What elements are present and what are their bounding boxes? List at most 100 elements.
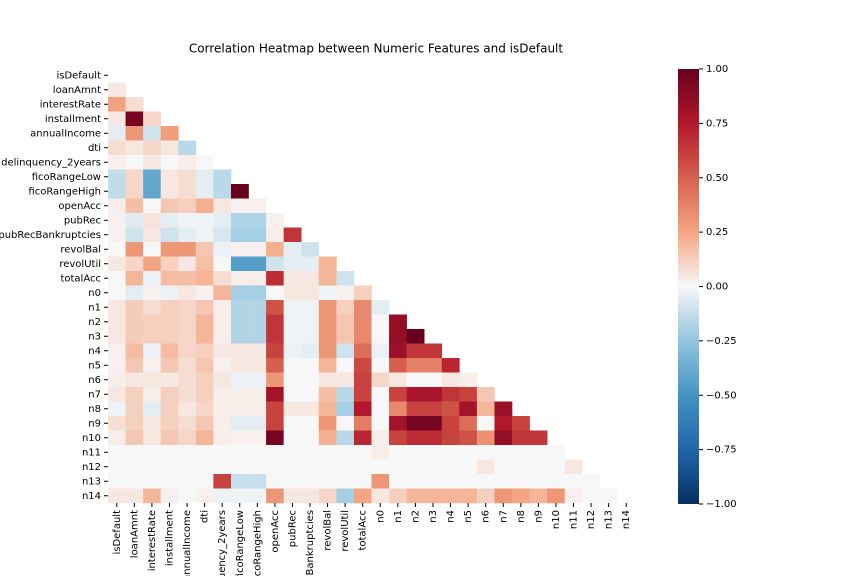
heatmap-cell xyxy=(213,256,232,272)
heatmap-cell xyxy=(143,445,161,460)
heatmap-cell xyxy=(353,430,372,446)
heatmap-cell xyxy=(459,459,478,475)
heatmap-cell xyxy=(230,198,249,214)
x-tick-label: totalAcc xyxy=(358,510,369,551)
heatmap-cell xyxy=(160,343,179,359)
heatmap-cell xyxy=(424,358,443,373)
heatmap-cell xyxy=(143,314,161,330)
x-tick-label: n14 xyxy=(621,510,632,529)
heatmap-cell xyxy=(213,198,232,214)
heatmap-cell xyxy=(529,459,548,475)
heatmap-cell xyxy=(248,343,267,359)
heatmap-cell xyxy=(160,459,179,475)
heatmap-cell xyxy=(424,416,443,431)
heatmap-cell xyxy=(230,372,249,388)
y-tick-label: n4 xyxy=(88,346,101,357)
heatmap-cell xyxy=(371,300,390,315)
heatmap-cell xyxy=(213,474,232,489)
heatmap-cell xyxy=(336,358,355,373)
heatmap-cell xyxy=(318,256,337,272)
heatmap-cell xyxy=(441,387,460,402)
heatmap-cell xyxy=(353,445,372,460)
heatmap-cell xyxy=(512,416,530,431)
heatmap-cell xyxy=(512,445,530,460)
heatmap-cell xyxy=(318,343,337,359)
heatmap-cell xyxy=(547,445,566,460)
heatmap-cell xyxy=(125,300,144,315)
heatmap-cell xyxy=(160,126,179,141)
heatmap-cell xyxy=(389,314,407,330)
x-tick-label: delinquency_2years xyxy=(217,510,228,576)
heatmap-cell xyxy=(389,329,407,344)
y-tick-label: n3 xyxy=(88,331,101,342)
heatmap-cell xyxy=(494,459,513,475)
heatmap-cell xyxy=(283,358,302,373)
heatmap-cell xyxy=(125,169,144,185)
heatmap-cell xyxy=(318,387,337,402)
heatmap-cell xyxy=(230,358,249,373)
heatmap-cell xyxy=(108,198,126,214)
heatmap-cell xyxy=(213,401,232,417)
heatmap-cell xyxy=(125,343,144,359)
heatmap-cell xyxy=(336,474,355,489)
y-tick-label: n1 xyxy=(88,302,101,313)
heatmap-cell xyxy=(301,343,320,359)
heatmap-cell xyxy=(108,329,126,344)
heatmap-cell xyxy=(108,416,126,431)
heatmap-cell xyxy=(512,488,530,504)
heatmap-cell xyxy=(353,387,372,402)
colorbar-tick-label: −0.75 xyxy=(706,445,737,456)
heatmap-cell xyxy=(353,372,372,388)
heatmap-cell xyxy=(230,387,249,402)
heatmap-cell xyxy=(230,314,249,330)
heatmap-cell xyxy=(178,155,197,170)
x-tick-label: n10 xyxy=(551,510,562,529)
heatmap-cell xyxy=(389,372,407,388)
heatmap-cell xyxy=(143,300,161,315)
heatmap-cell xyxy=(178,213,197,228)
heatmap-cell xyxy=(248,459,267,475)
y-tick-label: interestRate xyxy=(40,99,101,110)
x-tick-label: annualIncome xyxy=(182,510,193,576)
x-tick-label: n4 xyxy=(446,510,457,523)
heatmap-cell xyxy=(389,445,407,460)
heatmap-cell xyxy=(143,184,161,199)
y-tick-label: n11 xyxy=(82,447,101,458)
heatmap-cell xyxy=(476,474,495,489)
heatmap-cell xyxy=(494,416,513,431)
heatmap-cell xyxy=(160,198,179,214)
heatmap-cell xyxy=(353,343,372,359)
heatmap-cell xyxy=(125,401,144,417)
heatmap-cell xyxy=(406,372,425,388)
heatmap-cell xyxy=(160,401,179,417)
heatmap-cell xyxy=(248,271,267,286)
heatmap-cell xyxy=(318,474,337,489)
heatmap-cell xyxy=(441,474,460,489)
heatmap-cell xyxy=(143,111,161,127)
heatmap-cell xyxy=(230,227,249,243)
heatmap-cell xyxy=(389,488,407,504)
heatmap-cell xyxy=(371,459,390,475)
heatmap-cell xyxy=(266,387,284,402)
heatmap-cell xyxy=(108,213,126,228)
heatmap-cell xyxy=(160,271,179,286)
heatmap-cell xyxy=(195,372,214,388)
heatmap-cell xyxy=(108,126,126,141)
colorbar-tick-label: −0.50 xyxy=(706,390,737,401)
heatmap-cell xyxy=(195,343,214,359)
heatmap-cell xyxy=(301,372,320,388)
heatmap-cell xyxy=(301,387,320,402)
heatmap-cell xyxy=(564,488,583,504)
heatmap-cell xyxy=(248,314,267,330)
y-tick-label: n2 xyxy=(88,317,101,328)
heatmap-cell xyxy=(213,358,232,373)
heatmap-cell xyxy=(125,256,144,272)
y-tick-label: n13 xyxy=(82,476,101,487)
colorbar-tick-label: 0.00 xyxy=(706,282,728,293)
heatmap-cell xyxy=(371,358,390,373)
heatmap-cell xyxy=(459,387,478,402)
heatmap-cell xyxy=(125,372,144,388)
heatmap-cell xyxy=(213,372,232,388)
heatmap-cell xyxy=(178,372,197,388)
heatmap-cell xyxy=(195,256,214,272)
